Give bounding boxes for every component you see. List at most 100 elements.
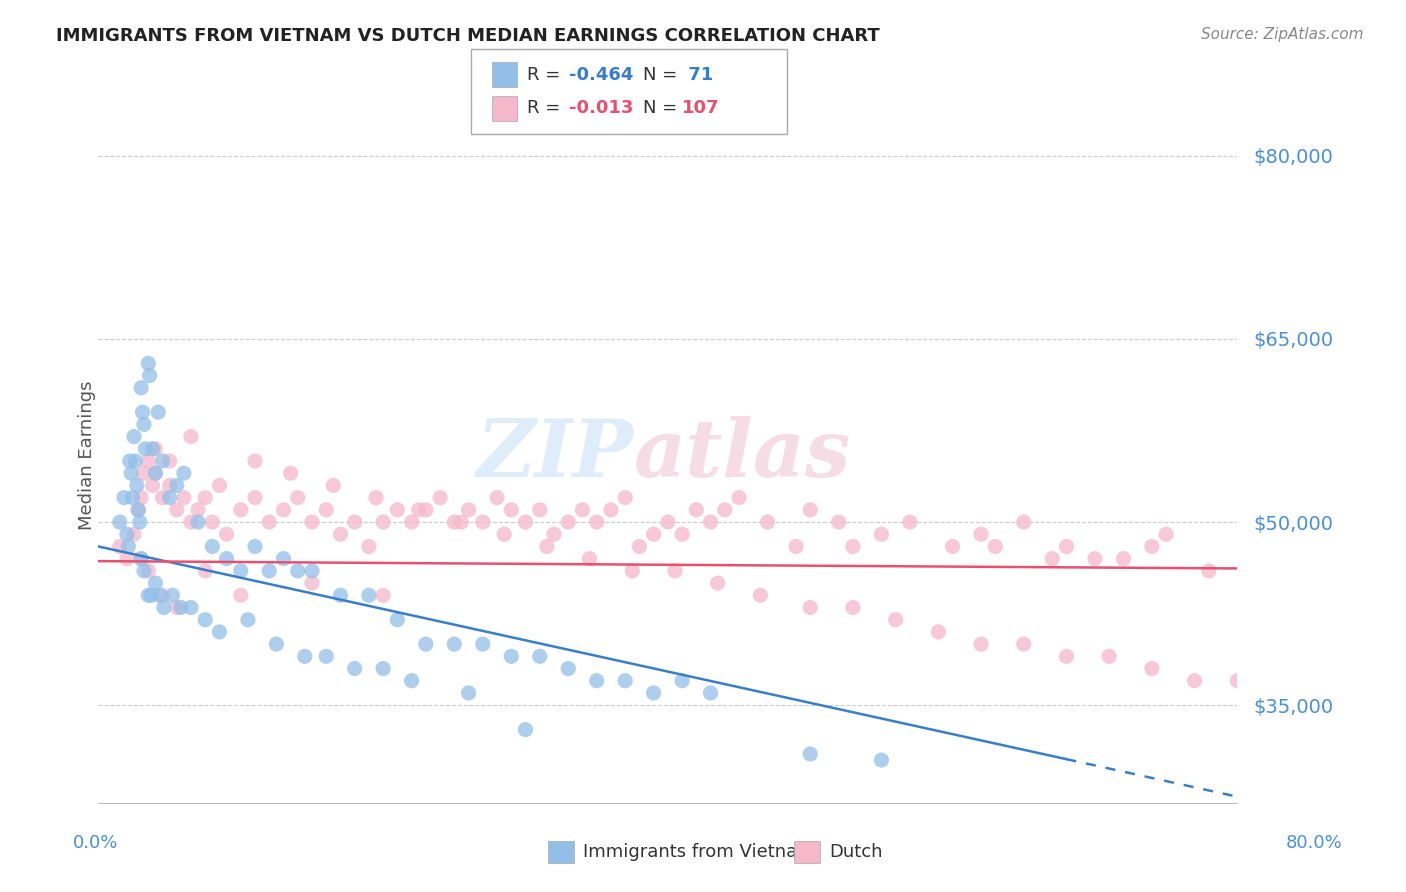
- Point: [273, 503, 295, 517]
- Point: [132, 564, 155, 578]
- Point: [280, 467, 302, 481]
- Point: [343, 515, 366, 529]
- Point: [401, 673, 423, 688]
- Point: [585, 515, 607, 529]
- Point: [699, 515, 721, 529]
- Point: [141, 442, 163, 456]
- Point: [301, 576, 323, 591]
- Point: [387, 503, 409, 517]
- Point: [1056, 649, 1078, 664]
- Point: [153, 600, 176, 615]
- Point: [149, 588, 172, 602]
- Point: [115, 527, 138, 541]
- Point: [828, 515, 851, 529]
- Point: [159, 478, 181, 492]
- Text: Source: ZipAtlas.com: Source: ZipAtlas.com: [1201, 27, 1364, 42]
- Point: [108, 540, 131, 554]
- Point: [329, 527, 352, 541]
- Point: [884, 613, 907, 627]
- Point: [180, 515, 202, 529]
- Point: [136, 564, 159, 578]
- Point: [108, 515, 131, 529]
- Point: [125, 478, 148, 492]
- Point: [671, 527, 693, 541]
- Point: [112, 491, 135, 505]
- Point: [1040, 551, 1063, 566]
- Text: N =: N =: [643, 99, 682, 117]
- Point: [122, 429, 145, 443]
- Point: [129, 491, 152, 505]
- Point: [1154, 527, 1177, 541]
- Point: [870, 527, 893, 541]
- Point: [136, 356, 159, 370]
- Text: 0.0%: 0.0%: [73, 834, 118, 852]
- Point: [145, 467, 167, 481]
- Point: [129, 381, 152, 395]
- Point: [273, 551, 295, 566]
- Point: [243, 491, 266, 505]
- Point: [501, 649, 523, 664]
- Point: [842, 540, 865, 554]
- Point: [898, 515, 921, 529]
- Point: [117, 540, 139, 554]
- Point: [215, 551, 238, 566]
- Point: [315, 649, 337, 664]
- Point: [970, 527, 993, 541]
- Point: [1056, 540, 1078, 554]
- Text: Immigrants from Vietnam: Immigrants from Vietnam: [583, 843, 815, 861]
- Point: [201, 540, 224, 554]
- Point: [266, 637, 288, 651]
- Point: [115, 551, 138, 566]
- Point: [699, 686, 721, 700]
- Point: [187, 515, 209, 529]
- Y-axis label: Median Earnings: Median Earnings: [79, 380, 96, 530]
- Point: [166, 503, 188, 517]
- Text: IMMIGRANTS FROM VIETNAM VS DUTCH MEDIAN EARNINGS CORRELATION CHART: IMMIGRANTS FROM VIETNAM VS DUTCH MEDIAN …: [56, 27, 880, 45]
- Point: [329, 588, 352, 602]
- Point: [180, 429, 202, 443]
- Point: [706, 576, 728, 591]
- Point: [243, 540, 266, 554]
- Point: [315, 503, 337, 517]
- Point: [543, 527, 565, 541]
- Point: [443, 637, 465, 651]
- Point: [148, 405, 170, 419]
- Point: [1140, 540, 1163, 554]
- Point: [136, 454, 159, 468]
- Point: [614, 673, 637, 688]
- Point: [364, 491, 387, 505]
- Point: [536, 540, 558, 554]
- Point: [127, 503, 149, 517]
- Point: [129, 551, 152, 566]
- Point: [1184, 673, 1206, 688]
- Point: [152, 454, 174, 468]
- Point: [170, 600, 193, 615]
- Point: [152, 588, 174, 602]
- Point: [194, 491, 217, 505]
- Point: [371, 661, 394, 675]
- Point: [145, 467, 167, 481]
- Text: 71: 71: [682, 66, 713, 84]
- Point: [749, 588, 772, 602]
- Point: [194, 564, 217, 578]
- Point: [457, 503, 479, 517]
- Text: R =: R =: [527, 99, 567, 117]
- Point: [243, 454, 266, 468]
- Point: [970, 637, 993, 651]
- Point: [134, 442, 156, 456]
- Point: [128, 515, 150, 529]
- Point: [450, 515, 472, 529]
- Point: [415, 503, 437, 517]
- Text: R =: R =: [527, 66, 567, 84]
- Point: [127, 503, 149, 517]
- Point: [187, 503, 209, 517]
- Point: [628, 540, 651, 554]
- Point: [714, 503, 737, 517]
- Point: [685, 503, 707, 517]
- Point: [357, 588, 380, 602]
- Point: [122, 527, 145, 541]
- Point: [408, 503, 430, 517]
- Point: [515, 515, 537, 529]
- Text: 107: 107: [682, 99, 720, 117]
- Point: [357, 540, 380, 554]
